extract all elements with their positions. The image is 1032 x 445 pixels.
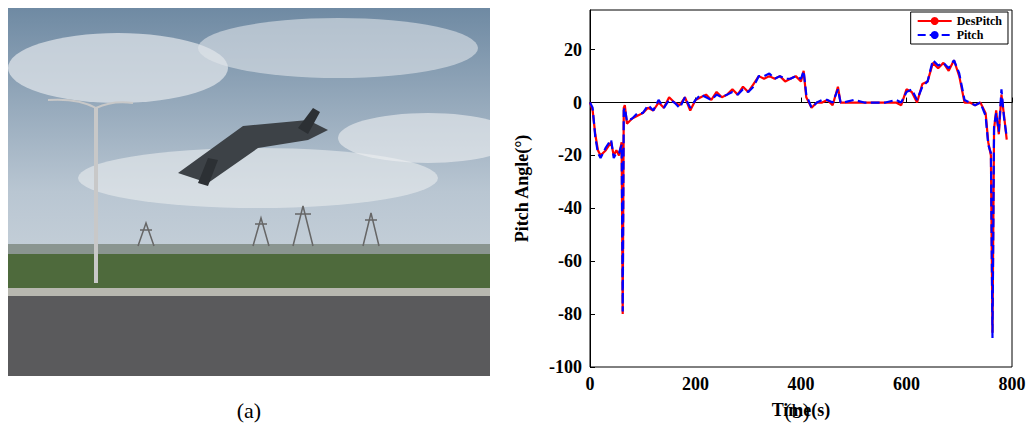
svg-text:20: 20 [564, 40, 582, 60]
svg-text:-20: -20 [558, 145, 582, 165]
svg-text:-60: -60 [558, 251, 582, 271]
svg-text:0: 0 [573, 93, 582, 113]
svg-text:-80: -80 [558, 304, 582, 324]
svg-text:600: 600 [893, 374, 920, 394]
svg-text:200: 200 [682, 374, 709, 394]
svg-text:Pitch Angle(°): Pitch Angle(°) [512, 135, 533, 243]
svg-text:-40: -40 [558, 198, 582, 218]
svg-text:0: 0 [586, 374, 595, 394]
svg-text:800: 800 [999, 374, 1026, 394]
svg-text:-100: -100 [549, 357, 582, 377]
svg-text:400: 400 [788, 374, 815, 394]
svg-text:Pitch: Pitch [957, 28, 984, 42]
svg-text:DesPitch: DesPitch [957, 14, 1003, 28]
